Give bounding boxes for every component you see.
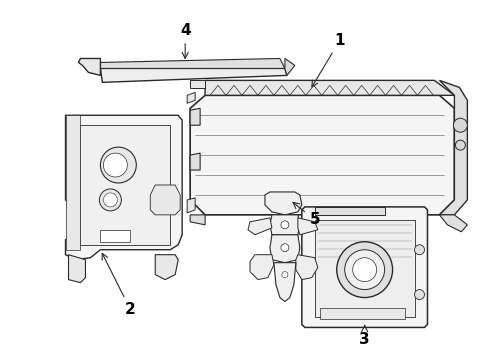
Polygon shape [66, 115, 182, 260]
Polygon shape [315, 220, 415, 318]
Polygon shape [265, 192, 302, 215]
Circle shape [103, 193, 118, 207]
Polygon shape [298, 218, 318, 235]
Polygon shape [205, 80, 454, 95]
Polygon shape [78, 58, 100, 75]
Circle shape [103, 153, 127, 177]
Polygon shape [100, 58, 285, 68]
Polygon shape [150, 185, 180, 215]
Text: 4: 4 [180, 23, 191, 58]
Polygon shape [155, 255, 178, 280]
Circle shape [415, 245, 424, 255]
Circle shape [455, 140, 466, 150]
Polygon shape [190, 95, 454, 215]
Polygon shape [190, 153, 200, 170]
Polygon shape [296, 255, 318, 280]
Circle shape [337, 242, 392, 298]
Polygon shape [80, 125, 170, 245]
Polygon shape [69, 255, 85, 283]
Polygon shape [187, 92, 195, 103]
Text: 5: 5 [293, 202, 320, 228]
Circle shape [99, 189, 122, 211]
Text: 1: 1 [312, 33, 345, 87]
Polygon shape [250, 255, 274, 280]
Polygon shape [190, 108, 200, 125]
Circle shape [415, 289, 424, 300]
Text: 2: 2 [102, 253, 136, 317]
Circle shape [345, 250, 385, 289]
Circle shape [100, 147, 136, 183]
Polygon shape [66, 115, 80, 250]
Polygon shape [285, 58, 295, 75]
Polygon shape [320, 307, 405, 319]
Polygon shape [440, 215, 467, 232]
Polygon shape [190, 80, 205, 88]
Text: 3: 3 [359, 325, 370, 347]
Polygon shape [100, 68, 287, 82]
Circle shape [281, 221, 289, 229]
Polygon shape [187, 198, 195, 213]
Polygon shape [270, 215, 300, 235]
Polygon shape [274, 263, 296, 302]
Polygon shape [302, 207, 427, 328]
Circle shape [282, 272, 288, 278]
Polygon shape [440, 80, 467, 215]
Polygon shape [248, 218, 272, 235]
Polygon shape [100, 230, 130, 242]
Polygon shape [270, 235, 300, 263]
Polygon shape [190, 215, 205, 225]
Circle shape [353, 258, 377, 282]
Circle shape [281, 244, 289, 252]
Polygon shape [315, 207, 385, 215]
Circle shape [453, 118, 467, 132]
